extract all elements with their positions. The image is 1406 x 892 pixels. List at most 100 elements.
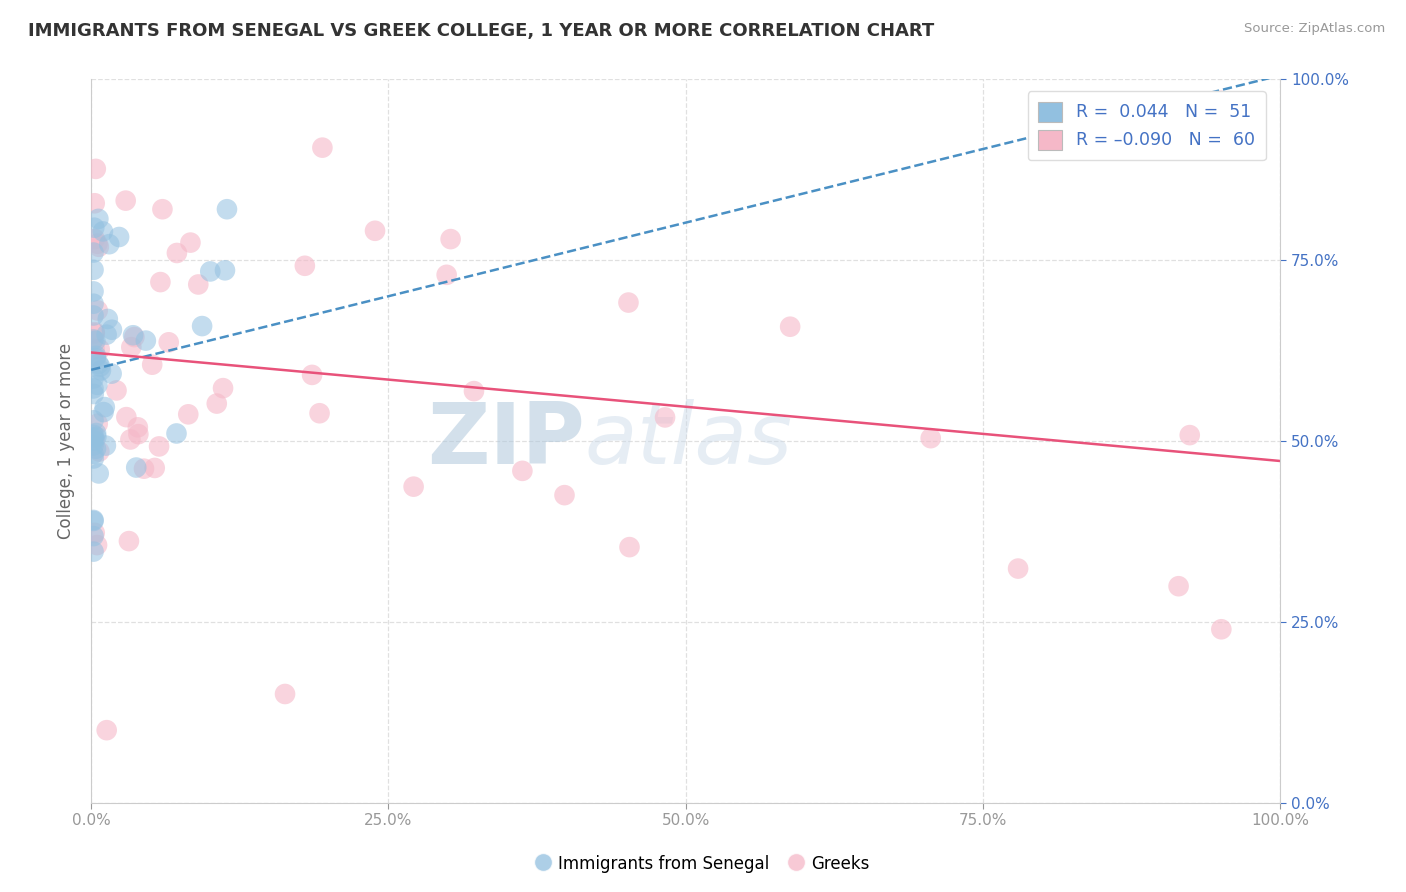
Point	[84, 349, 107, 363]
Point	[84, 334, 107, 348]
Point	[83, 438, 105, 452]
Point	[83, 371, 105, 385]
Point	[120, 340, 142, 354]
Point	[127, 427, 149, 442]
Point	[1167, 579, 1189, 593]
Point	[83, 434, 105, 448]
Point	[436, 268, 458, 282]
Point	[127, 420, 149, 434]
Point	[89, 343, 111, 357]
Point	[84, 425, 107, 440]
Point	[96, 327, 118, 342]
Point	[86, 303, 108, 318]
Point	[149, 275, 172, 289]
Point	[83, 262, 105, 277]
Point	[920, 431, 942, 445]
Point	[1211, 622, 1233, 636]
Point	[308, 406, 330, 420]
Point	[617, 295, 640, 310]
Point	[87, 417, 110, 431]
Point	[179, 235, 201, 250]
Point	[83, 232, 105, 246]
Point	[97, 312, 120, 326]
Point	[83, 413, 105, 427]
Point	[89, 444, 111, 458]
Point	[93, 405, 115, 419]
Point	[83, 428, 105, 442]
Point	[86, 236, 108, 251]
Point	[83, 245, 105, 260]
Point	[83, 309, 105, 323]
Point	[132, 461, 155, 475]
Point	[86, 538, 108, 552]
Point	[100, 367, 122, 381]
Point	[83, 447, 105, 461]
Point	[94, 400, 117, 414]
Point	[141, 358, 163, 372]
Point	[83, 325, 105, 339]
Point	[84, 442, 107, 456]
Point	[94, 439, 117, 453]
Point	[200, 264, 222, 278]
Point	[166, 246, 188, 260]
Point	[118, 534, 141, 549]
Point	[619, 540, 641, 554]
Point	[301, 368, 323, 382]
Point	[83, 196, 105, 211]
Point	[83, 381, 105, 395]
Point	[187, 277, 209, 292]
Point	[148, 439, 170, 453]
Point	[191, 319, 214, 334]
Point	[84, 351, 107, 365]
Point	[89, 359, 111, 374]
Point	[439, 232, 461, 246]
Point	[90, 363, 112, 377]
Point	[83, 513, 105, 527]
Point	[274, 687, 297, 701]
Point	[135, 334, 157, 348]
Point	[114, 194, 136, 208]
Text: IMMIGRANTS FROM SENEGAL VS GREEK COLLEGE, 1 YEAR OR MORE CORRELATION CHART: IMMIGRANTS FROM SENEGAL VS GREEK COLLEGE…	[28, 22, 935, 40]
Point	[654, 410, 676, 425]
Point	[101, 323, 124, 337]
Point	[86, 430, 108, 444]
Point	[83, 220, 105, 235]
Point	[1209, 94, 1232, 108]
Point	[177, 407, 200, 421]
Point	[215, 202, 238, 217]
Point	[83, 296, 105, 310]
Point	[87, 240, 110, 254]
Point	[108, 230, 131, 244]
Point	[143, 461, 166, 475]
Point	[83, 326, 105, 341]
Point	[83, 342, 105, 356]
Point	[83, 514, 105, 528]
Point	[512, 464, 534, 478]
Point	[83, 433, 105, 447]
Legend: R =  0.044   N =  51, R = –0.090   N =  60: R = 0.044 N = 51, R = –0.090 N = 60	[1028, 91, 1265, 160]
Point	[84, 161, 107, 176]
Point	[98, 237, 121, 252]
Point	[1178, 428, 1201, 442]
Point	[122, 328, 145, 343]
Point	[166, 426, 188, 441]
Point	[83, 529, 105, 543]
Text: ZIP: ZIP	[427, 400, 585, 483]
Point	[91, 224, 114, 238]
Point	[115, 410, 138, 425]
Point	[87, 357, 110, 371]
Point	[311, 141, 333, 155]
Point	[205, 396, 228, 410]
Point	[83, 525, 105, 540]
Point	[83, 451, 105, 466]
Point	[157, 335, 180, 350]
Text: atlas: atlas	[585, 400, 793, 483]
Point	[214, 263, 236, 277]
Point	[86, 377, 108, 392]
Point	[294, 259, 316, 273]
Point	[83, 431, 105, 445]
Y-axis label: College, 1 year or more: College, 1 year or more	[58, 343, 75, 539]
Point	[124, 330, 146, 344]
Point	[125, 460, 148, 475]
Point	[364, 224, 387, 238]
